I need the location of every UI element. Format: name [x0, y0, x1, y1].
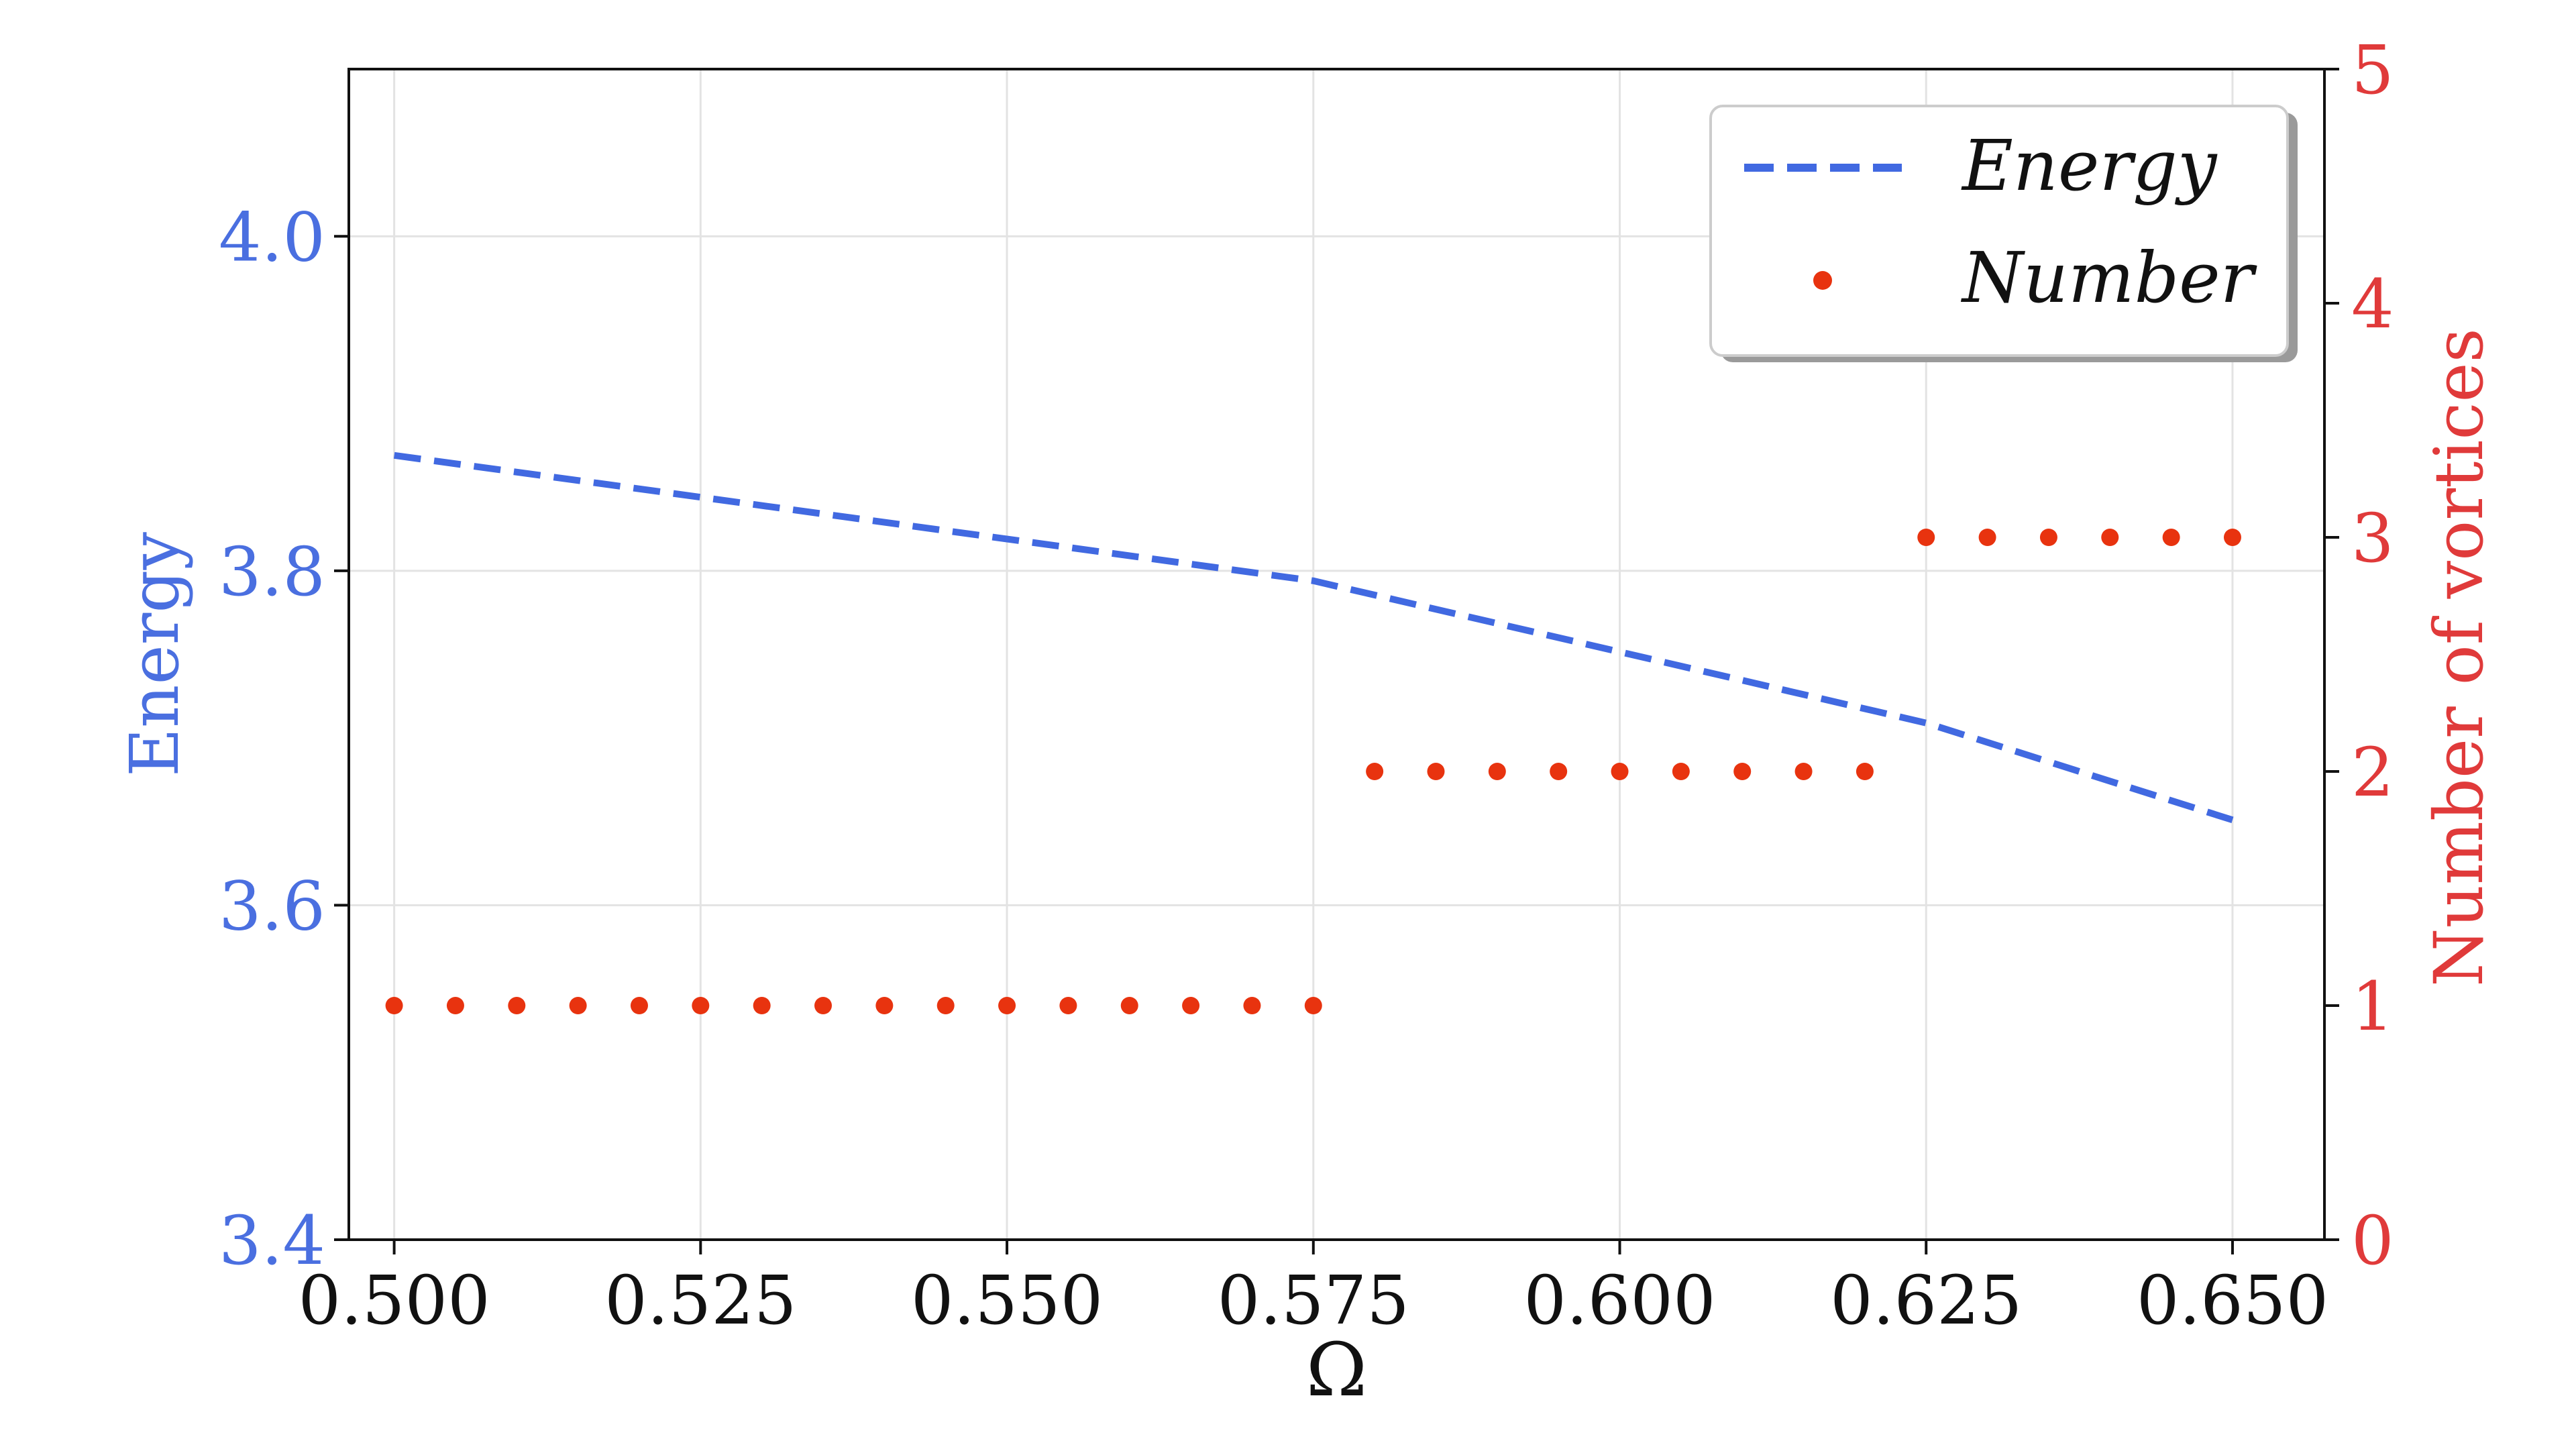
y-right-tick-label: 0 — [2351, 1201, 2394, 1280]
number-point — [2162, 529, 2180, 546]
number-point — [753, 997, 771, 1014]
number-point — [1120, 997, 1138, 1014]
number-point — [2101, 529, 2119, 546]
y-right-tick-label: 3 — [2351, 499, 2394, 578]
x-tick-label: 0.500 — [298, 1261, 490, 1340]
number-point — [1366, 763, 1384, 780]
legend-number-swatch — [1813, 271, 1832, 290]
number-point — [2039, 529, 2057, 546]
x-tick-label: 0.625 — [1830, 1261, 2022, 1340]
x-tick-label: 0.525 — [604, 1261, 796, 1340]
number-point — [1978, 529, 1996, 546]
number-point — [1794, 763, 1813, 780]
legend-number-label: Number — [1960, 237, 2257, 319]
y-axis-label-left: Energy — [115, 532, 194, 777]
number-point — [692, 997, 710, 1014]
number-point — [2223, 529, 2241, 546]
number-point — [385, 997, 403, 1014]
number-point — [1427, 763, 1445, 780]
number-point — [1243, 997, 1261, 1014]
x-tick-label: 0.650 — [2137, 1261, 2328, 1340]
x-axis-label: Ω — [1306, 1327, 1367, 1413]
legend: Energy Number — [1709, 105, 2298, 362]
number-point — [569, 997, 587, 1014]
y-right-tick-label: 2 — [2351, 733, 2394, 812]
y-left-tick-label: 3.6 — [219, 867, 325, 945]
energy-line — [393, 451, 2234, 824]
number-point — [1733, 763, 1752, 780]
number-point — [936, 997, 955, 1014]
number-point — [1488, 763, 1506, 780]
number-point — [446, 997, 464, 1014]
number-point — [630, 997, 648, 1014]
plot-frame — [347, 68, 2326, 1241]
number-point — [1304, 997, 1322, 1014]
number-point — [998, 997, 1016, 1014]
y-right-tick-label: 4 — [2351, 265, 2394, 343]
x-tick-label: 0.550 — [911, 1261, 1103, 1340]
x-tick-label: 0.600 — [1523, 1261, 1715, 1340]
number-point — [1672, 763, 1690, 780]
number-point — [814, 997, 833, 1014]
y-right-tick-label: 5 — [2351, 31, 2394, 109]
plot-area — [385, 451, 2241, 1014]
number-point — [1611, 763, 1629, 780]
number-point — [1550, 763, 1568, 780]
number-point — [1917, 529, 1935, 546]
number-point — [875, 997, 894, 1014]
legend-energy-label: Energy — [1961, 125, 2218, 207]
number-point — [1059, 997, 1077, 1014]
number-point — [1856, 763, 1874, 780]
number-point — [508, 997, 526, 1014]
y-left-tick-label: 3.8 — [219, 533, 325, 611]
y-right-tick-label: 1 — [2351, 967, 2394, 1046]
y-left-tick-label: 4.0 — [219, 198, 325, 276]
axis-ticks: 0.500 0.525 0.550 0.575 0.600 0.625 0.650 3.4 3.… — [219, 31, 2394, 1340]
y-axis-label-right: Number of vortices — [2420, 328, 2498, 987]
number-point — [1182, 997, 1200, 1014]
x-tick-label: 0.575 — [1218, 1261, 1409, 1340]
y-left-tick-label: 3.4 — [219, 1201, 325, 1280]
